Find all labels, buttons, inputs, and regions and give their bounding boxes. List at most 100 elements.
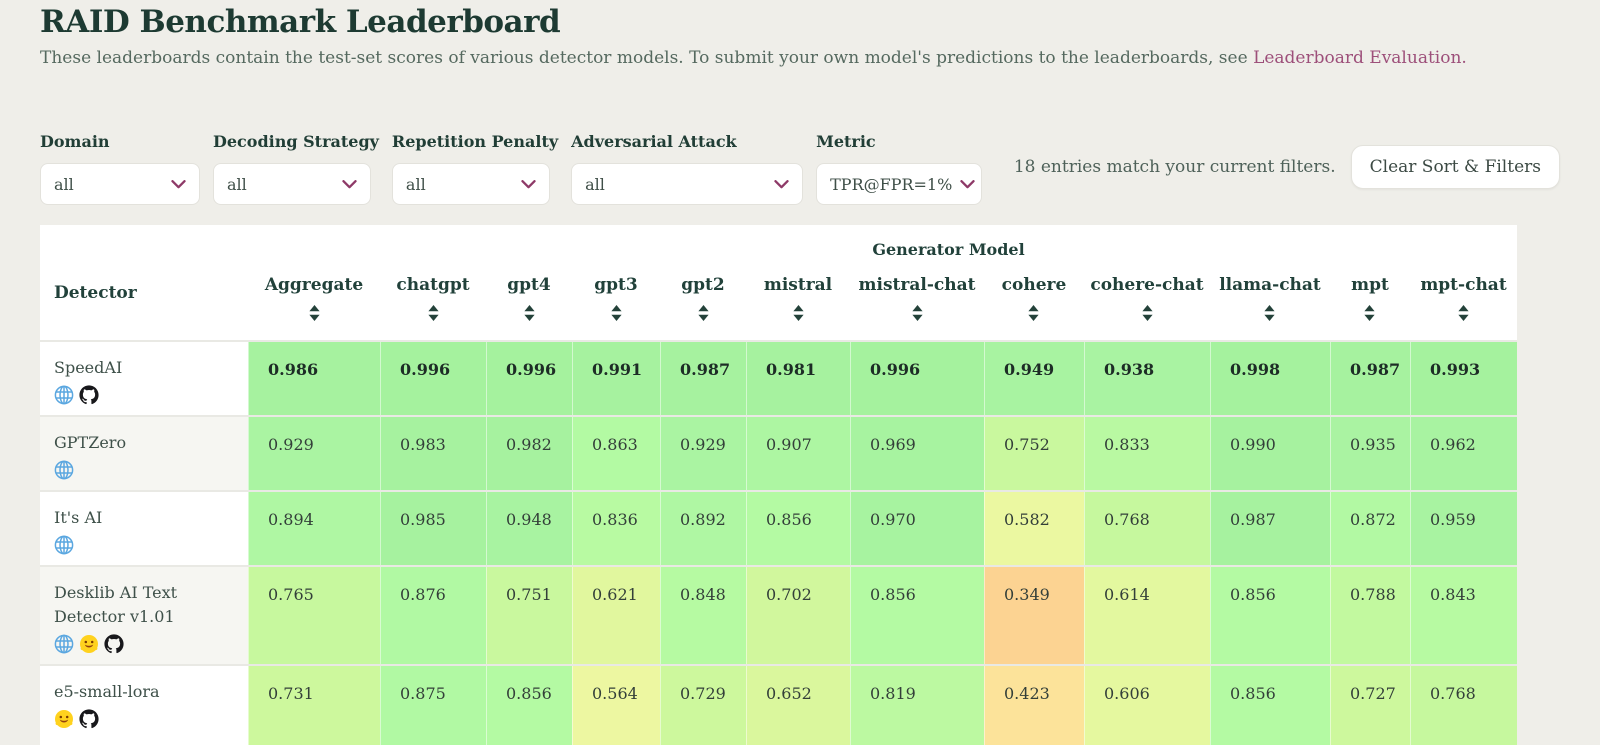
column-label-gpt4: gpt4 [507,275,551,295]
subtitle-text: These leaderboards contain the test-set … [40,48,1254,68]
column-label-mpt-chat: mpt-chat [1420,275,1507,295]
score-cell-gpt2: 0.848 [660,567,746,664]
column-label-llama-chat: llama-chat [1219,275,1321,295]
column-label-mpt: mpt [1351,275,1389,295]
sort-arrows-icon [1264,305,1276,324]
column-header-mistral-chat: mistral-chat [850,263,984,340]
huggingface-icon[interactable] [79,634,99,654]
score-cell-cohere-chat: 0.938 [1084,342,1210,415]
column-header-cohere: cohere [984,263,1084,340]
sort-arrows-icon [427,305,439,324]
detector-row-desklib-ai-text-detector-v1-01: Desklib AI Text Detector v1.01 0.765 0.876… [40,565,1517,664]
sort-button-llama-chat[interactable] [1264,305,1276,324]
score-cell-mpt-chat: 0.993 [1410,342,1517,415]
detector-links [54,460,234,480]
domain-filter-label: Domain [40,132,110,151]
score-cell-aggregate: 0.731 [248,666,380,745]
chevron-down-icon [171,179,186,189]
score-cell-chatgpt: 0.983 [380,417,486,490]
detector-row-e5-small-lora: e5-small-lora 0.731 0.875 0.856 0.564 0.729 0.… [40,664,1517,745]
sort-arrows-icon [1141,305,1153,324]
sort-arrows-icon [697,305,709,324]
score-cell-gpt4: 0.996 [486,342,572,415]
globe-icon[interactable] [54,385,74,405]
leaderboard-evaluation-link[interactable]: Leaderboard Evaluation. [1253,48,1467,68]
score-cell-llama-chat: 0.990 [1210,417,1330,490]
score-cell-mistral: 0.907 [746,417,850,490]
column-header-chatgpt: chatgpt [380,263,486,340]
sort-button-gpt3[interactable] [610,305,622,324]
score-cell-mpt: 0.727 [1330,666,1410,745]
detector-cell-gptzero: GPTZero [40,417,248,490]
page-subtitle: These leaderboards contain the test-set … [40,48,1560,68]
filter-summary-group: 18 entries match your current filters. C… [1014,145,1560,189]
column-header-mistral: mistral [746,263,850,340]
leaderboard-page: RAID Benchmark Leaderboard These leaderb… [0,4,1600,745]
detector-name: e5-small-lora [54,682,160,701]
sort-button-mistral[interactable] [792,305,804,324]
column-label-aggregate: Aggregate [264,275,364,295]
score-cell-chatgpt: 0.985 [380,492,486,565]
globe-icon[interactable] [54,460,74,480]
sort-button-cohere[interactable] [1028,305,1040,321]
column-header-gpt3: gpt3 [572,263,660,340]
score-cell-mistral: 0.702 [746,567,850,664]
score-cell-gpt3: 0.863 [572,417,660,490]
adversarial-attack-dropdown-value: all [585,174,605,194]
score-cell-mpt: 0.872 [1330,492,1410,565]
score-cell-cohere: 0.949 [984,342,1084,415]
sort-button-gpt4[interactable] [523,305,535,321]
score-cell-cohere: 0.349 [984,567,1084,664]
sort-button-aggregate[interactable] [308,305,320,324]
score-cell-gpt2: 0.729 [660,666,746,745]
detector-name: Desklib AI Text Detector v1.01 [54,583,178,626]
score-cell-gpt2: 0.987 [660,342,746,415]
sort-arrows-icon [911,305,923,324]
github-icon[interactable] [104,634,124,654]
detector-links [54,709,234,729]
page-title: RAID Benchmark Leaderboard [40,4,561,40]
detector-cell-e5-small-lora: e5-small-lora [40,666,248,745]
decoding-strategy-filter: Decoding Strategy all [213,132,379,205]
repetition-penalty-dropdown[interactable]: all [391,163,550,205]
leaderboard-table: Generator Model Detector Aggregate chatgp… [40,225,1517,745]
sort-button-mistral-chat[interactable] [911,305,923,324]
sort-button-gpt2[interactable] [697,305,709,324]
repetition-penalty-filter: Repetition Penalty all [391,132,558,205]
metric-dropdown[interactable]: TPR@FPR=1% [816,163,983,205]
adversarial-attack-filter: Adversarial Attack all [571,132,804,205]
sort-button-mpt-chat[interactable] [1458,305,1469,321]
decoding-strategy-dropdown[interactable]: all [213,163,371,205]
sort-button-cohere-chat[interactable] [1141,305,1153,324]
metric-filter: Metric TPR@FPR=1% [816,132,983,205]
huggingface-icon[interactable] [54,709,74,729]
sort-arrows-icon [792,305,804,324]
metric-dropdown-value: TPR@FPR=1% [830,174,953,194]
column-header-gpt2: gpt2 [660,263,746,340]
github-icon[interactable] [79,709,99,729]
sort-button-chatgpt[interactable] [427,305,439,324]
sort-arrows-icon [610,305,622,324]
score-cell-mistral-chat: 0.969 [850,417,984,490]
column-header-cohere-chat: cohere-chat [1084,263,1210,340]
score-cell-mpt-chat: 0.959 [1410,492,1517,565]
detector-row-speedai: SpeedAI 0.986 0.996 0.996 0.991 0.987 0.981 0.9… [40,340,1517,415]
score-cell-mpt: 0.788 [1330,567,1410,664]
sort-button-mpt[interactable] [1364,305,1376,321]
score-cell-mpt: 0.935 [1330,417,1410,490]
entries-count-text: 18 entries match your current filters. [1013,157,1336,177]
column-header-mpt-chat: mpt-chat [1410,263,1517,340]
table-header-row: Detector Aggregate chatgpt gpt4 gpt3 gpt2 mis… [40,263,1517,340]
column-label-cohere: cohere [1001,275,1067,295]
score-cell-gpt3: 0.836 [572,492,660,565]
github-icon[interactable] [79,385,99,405]
adversarial-attack-dropdown[interactable]: all [571,163,804,205]
detector-cell-it-s-ai: It's AI [40,492,248,565]
sort-arrows-icon [308,305,320,324]
score-cell-aggregate: 0.929 [248,417,380,490]
globe-icon[interactable] [54,634,74,654]
domain-dropdown[interactable]: all [40,163,200,205]
clear-sort-filters-button[interactable]: Clear Sort & Filters [1350,145,1560,189]
column-label-gpt3: gpt3 [594,275,638,295]
globe-icon[interactable] [54,535,74,555]
